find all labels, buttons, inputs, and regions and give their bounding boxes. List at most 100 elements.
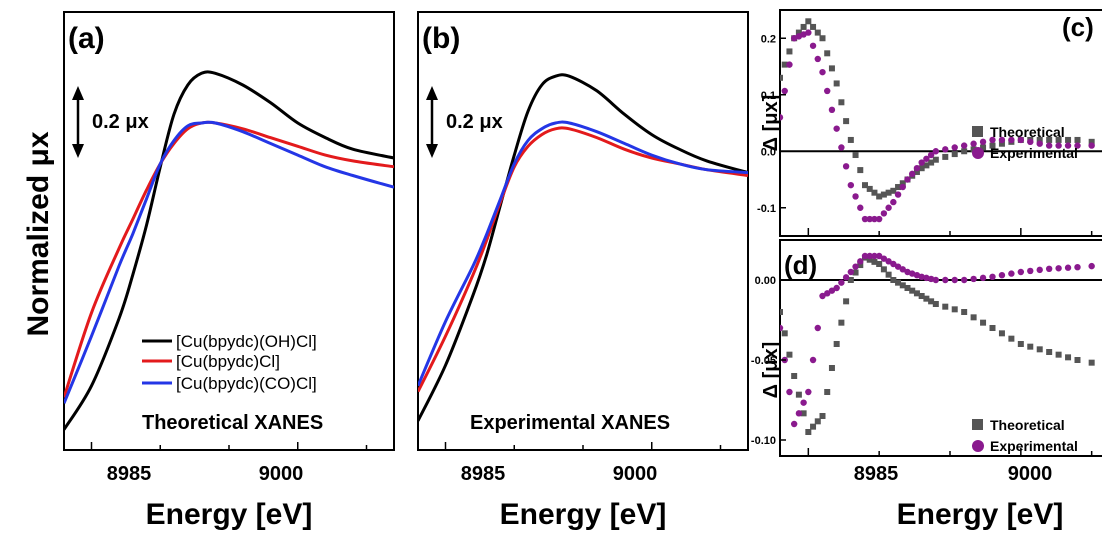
panel-d-theoretical-point	[786, 351, 793, 358]
panel-d-theoretical-point	[876, 261, 883, 267]
legend-c-theoretical-label: Theoretical	[990, 124, 1065, 140]
panel-a-series-0-line	[64, 70, 394, 431]
panel-d-experimental-point	[1017, 268, 1025, 276]
x-tick-a-9000: 9000	[259, 463, 304, 485]
panel-c-theoretical-point	[800, 23, 807, 30]
panel-d-theoretical-point	[980, 319, 987, 326]
panel-d-experimental-point	[861, 252, 869, 260]
panel-d-label: (d)	[784, 250, 817, 280]
panel-d-theoretical-point	[918, 293, 925, 299]
panel-c-theoretical-point	[951, 151, 958, 158]
panel-c-experimental-point	[1027, 138, 1034, 146]
panel-d-experimental-point	[790, 420, 798, 428]
panel-c-theoretical-point	[942, 153, 949, 160]
legend-d-theoretical-label: Theoretical	[990, 417, 1065, 433]
legend-d-experimental-marker	[972, 440, 984, 452]
x-axis-label-d: Energy [eV]	[897, 498, 1064, 531]
panel-c-experimental-point	[852, 193, 859, 200]
panel-c-theoretical-point	[780, 74, 783, 81]
panel-c-experimental-point	[1074, 142, 1081, 149]
panel-c-experimental-point	[885, 204, 892, 211]
panel-c-theoretical-point	[1036, 136, 1043, 143]
scale-bar-b-label: 0.2 μx	[446, 111, 503, 133]
panel-d-experimental-point	[842, 274, 850, 281]
panel-c-experimental-point	[913, 165, 921, 172]
panel-c-experimental-point	[847, 181, 855, 189]
legend-c: Theoretical Experimental	[972, 124, 1078, 161]
panel-d-theoretical-point	[913, 290, 920, 297]
panel-c-theoretical-point	[895, 184, 902, 191]
panel-c-label: (c)	[1062, 12, 1094, 42]
panel-d-experimental-point	[970, 275, 977, 283]
panel-d-experimental-point	[1036, 266, 1043, 274]
panel-d-experimental-point	[942, 276, 949, 284]
panel-d-theoretical-point	[1027, 343, 1034, 350]
panel-d-theoretical-point	[847, 277, 854, 283]
panel-d-experimental-point	[890, 260, 897, 268]
panel-c-experimental-point	[875, 215, 883, 223]
panel-d-experimental-point	[824, 290, 831, 297]
panel-c-theoretical-point	[998, 140, 1005, 147]
panel-d-experimental-point	[1055, 265, 1062, 272]
panel-d-experimental-point	[894, 263, 902, 270]
panel-d-theoretical-point	[932, 301, 939, 307]
panel-d-theoretical-point	[791, 373, 798, 379]
panel-d-experimental-point	[866, 252, 873, 260]
panel-d-theoretical-point	[1046, 349, 1053, 355]
panel-c-theoretical-point	[932, 156, 939, 163]
panel-d-theoretical-point	[890, 277, 897, 283]
panel-d-ylabel: Δ [μx]	[760, 342, 782, 399]
panel-c-experimental-point	[809, 42, 817, 49]
panel-d-theoretical-point	[998, 330, 1005, 337]
panel-c-experimental-point	[927, 151, 935, 159]
panel-c-theoretical-point	[980, 144, 987, 151]
panel-c-experimental-point	[1036, 140, 1043, 147]
panel-c-experimental-point	[871, 215, 878, 223]
panel-c-experimental-point	[1008, 136, 1015, 144]
panel-c-experimental-point	[909, 170, 916, 178]
panel-c-theoretical-point	[857, 167, 864, 174]
panel-d-experimental-point	[1088, 262, 1095, 270]
panel-d-experimental-point	[1064, 264, 1072, 271]
panel-c-theoretical-point	[843, 118, 850, 125]
panel-c-theoretical-point	[928, 159, 935, 166]
axis-ticks: -0.1 0.0 0.1 0.2 -0.10 -0.05 0.00	[90, 33, 1093, 456]
panel-c-experimental-point	[786, 61, 793, 68]
panel-d-theoretical-point	[857, 262, 864, 269]
panel-d-experimental-point	[998, 272, 1006, 279]
panel-c-theoretical-point	[781, 61, 788, 68]
panel-d-theoretical-point	[833, 341, 840, 347]
panel-d-theoretical-point	[951, 306, 958, 313]
panel-d-theoretical-point	[1055, 351, 1062, 358]
panel-d-experimental-point	[1008, 270, 1015, 277]
panel-d-theoretical-point	[805, 429, 812, 435]
panel-d-theoretical-point	[961, 309, 968, 315]
x-tick-d-8985: 8985	[854, 463, 899, 485]
panel-c-theoretical-point	[885, 189, 892, 196]
panel-d-plot	[780, 252, 1102, 435]
panel-d-theoretical-point	[989, 325, 996, 331]
panel-d-experimental-point	[833, 284, 840, 292]
panel-c-experimental-point	[833, 125, 840, 132]
panel-d-experimental-point	[885, 258, 892, 265]
panel-d-experimental-point	[838, 279, 845, 286]
panel-c-theoretical-point	[828, 65, 835, 72]
panel-d-experimental-point	[786, 388, 793, 396]
legend-d-theoretical-marker	[972, 419, 983, 430]
panel-c-frame	[779, 9, 1102, 237]
panel-c-experimental-point	[989, 136, 996, 144]
panel-c-experimental-point	[1064, 142, 1072, 149]
panel-c-experimental-point	[894, 191, 902, 198]
panel-c-plot	[780, 18, 1102, 223]
panel-c-theoretical-point	[913, 168, 920, 175]
panel-d-theoretical-point	[871, 258, 878, 265]
panel-d-experimental-point	[857, 258, 864, 265]
legend-label-cl: [Cu(bpydc)Cl]	[176, 352, 280, 371]
panel-c-theoretical-point	[838, 99, 845, 106]
panel-a-series-1-line	[64, 120, 394, 398]
panel-c-experimental-point	[1017, 136, 1025, 144]
panel-c-experimental-point	[866, 215, 873, 223]
panel-c-theoretical-point	[814, 29, 821, 36]
panel-d-theoretical-point	[1065, 354, 1072, 361]
panel-c-experimental-point	[890, 198, 897, 206]
